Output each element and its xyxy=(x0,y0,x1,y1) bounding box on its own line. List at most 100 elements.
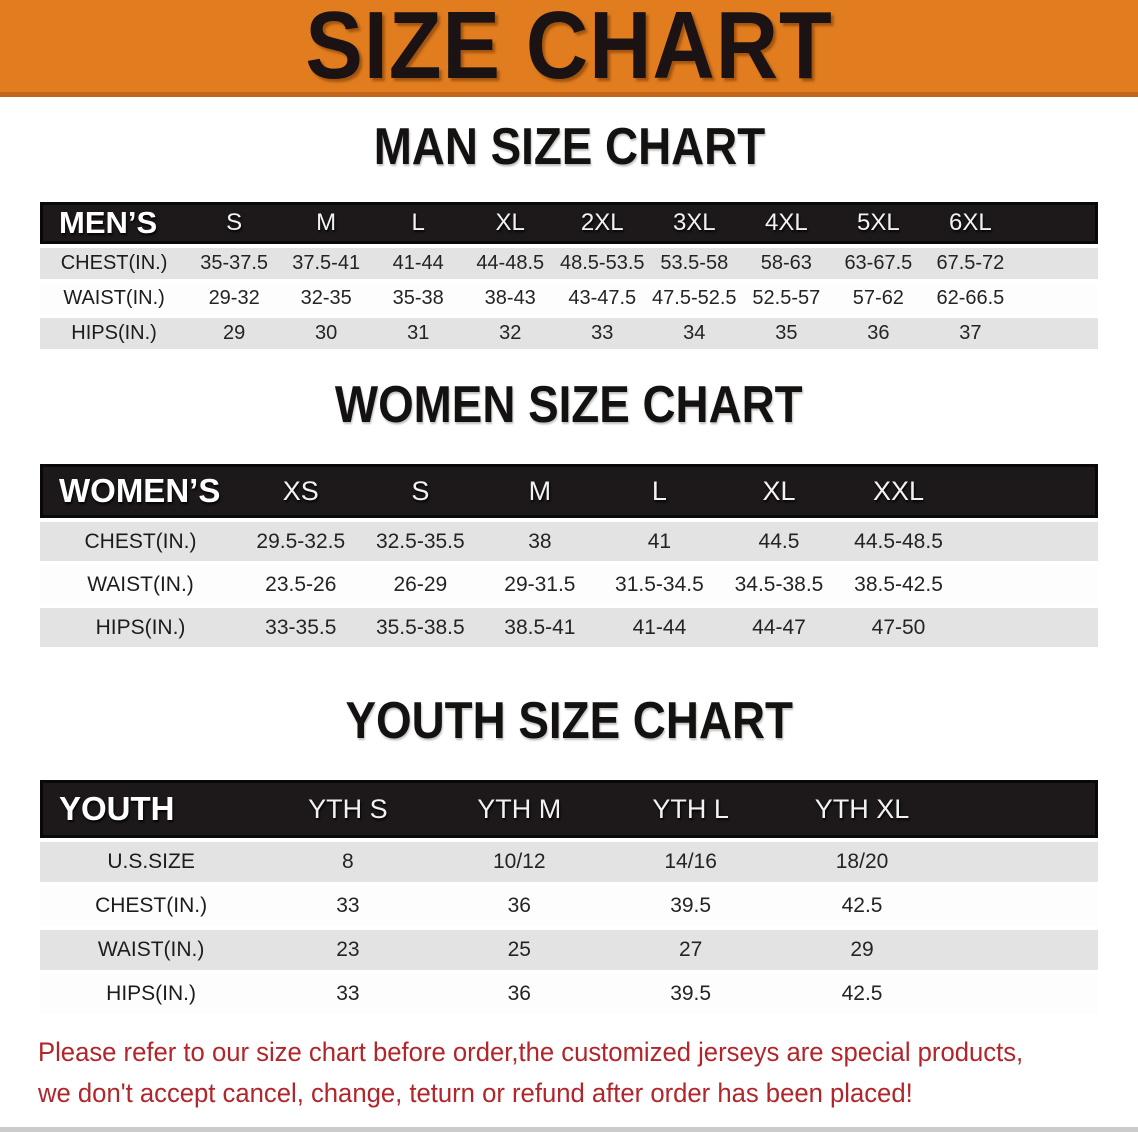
size-value-cell: 52.5-57 xyxy=(740,283,833,314)
row-label-cell: CHEST(IN.) xyxy=(40,248,189,279)
size-value-cell: 37.5-41 xyxy=(280,248,373,279)
row-label-cell: WAIST(IN.) xyxy=(40,283,189,314)
size-value-cell: 39.5 xyxy=(604,886,777,926)
size-value-cell: 8 xyxy=(262,842,434,882)
women-size-table: WOMEN’S XS S M L XL XXL CHEST(IN.) 29.5-… xyxy=(40,460,1098,651)
column-header-cell: 2XL xyxy=(556,202,649,244)
spacer-cell xyxy=(1016,283,1098,314)
table-row: WAIST(IN.) 29-32 32-35 35-38 38-43 43-47… xyxy=(40,283,1098,314)
size-value-cell: 44.5-48.5 xyxy=(838,522,959,561)
youth-section: YOUTH SIZE CHART xyxy=(0,692,1138,758)
man-section-title: MAN SIZE CHART xyxy=(373,118,765,176)
size-value-cell: 29 xyxy=(776,930,948,970)
size-value-cell: 14/16 xyxy=(604,842,777,882)
size-value-cell: 32.5-35.5 xyxy=(360,522,481,561)
table-row: CHEST(IN.) 33 36 39.5 42.5 xyxy=(40,886,1098,926)
size-value-cell: 48.5-53.5 xyxy=(556,248,649,279)
spacer-cell xyxy=(1016,318,1098,349)
size-value-cell: 29 xyxy=(188,318,281,349)
banner-title: SIZE CHART xyxy=(305,0,833,99)
column-header-cell: YTH XL xyxy=(776,780,948,838)
row-label-cell: WAIST(IN.) xyxy=(40,565,242,604)
column-header-cell: M xyxy=(280,202,373,244)
size-value-cell: 33 xyxy=(556,318,649,349)
size-value-cell: 38.5-41 xyxy=(480,608,600,647)
size-value-cell: 29.5-32.5 xyxy=(241,522,361,561)
size-value-cell: 62-66.5 xyxy=(924,283,1017,314)
table-row: WAIST(IN.) 23.5-26 26-29 29-31.5 31.5-34… xyxy=(40,565,1098,604)
column-header-cell: YTH S xyxy=(262,780,434,838)
row-label-cell: HIPS(IN.) xyxy=(40,318,189,349)
size-value-cell: 32 xyxy=(464,318,557,349)
spacer-cell xyxy=(958,464,1098,518)
column-header-cell: 5XL xyxy=(832,202,925,244)
column-header-cell: S xyxy=(360,464,481,518)
youth-table-title-cell: YOUTH xyxy=(40,780,263,838)
column-header-cell: XL xyxy=(719,464,839,518)
size-value-cell: 27 xyxy=(604,930,777,970)
column-header-cell: M xyxy=(480,464,600,518)
column-header-cell: S xyxy=(188,202,281,244)
size-value-cell: 41-44 xyxy=(372,248,465,279)
size-value-cell: 57-62 xyxy=(832,283,925,314)
size-value-cell: 42.5 xyxy=(776,974,948,1014)
table-header-row: WOMEN’S XS S M L XL XXL xyxy=(40,464,1098,518)
table-row: HIPS(IN.) 33-35.5 35.5-38.5 38.5-41 41-4… xyxy=(40,608,1098,647)
size-value-cell: 37 xyxy=(924,318,1017,349)
table-row: HIPS(IN.) 33 36 39.5 42.5 xyxy=(40,974,1098,1014)
size-value-cell: 29-32 xyxy=(188,283,281,314)
size-value-cell: 36 xyxy=(433,886,605,926)
men-size-table: MEN’S S M L XL 2XL 3XL 4XL 5XL 6XL CHEST… xyxy=(40,198,1098,353)
youth-section-title: YOUTH SIZE CHART xyxy=(345,692,793,750)
size-value-cell: 26-29 xyxy=(360,565,481,604)
size-value-cell: 23 xyxy=(262,930,434,970)
size-value-cell: 38.5-42.5 xyxy=(838,565,959,604)
spacer-cell xyxy=(947,780,1098,838)
row-label-cell: CHEST(IN.) xyxy=(40,522,242,561)
size-value-cell: 18/20 xyxy=(776,842,948,882)
spacer-cell xyxy=(947,886,1098,926)
size-value-cell: 63-67.5 xyxy=(832,248,925,279)
size-value-cell: 32-35 xyxy=(280,283,373,314)
size-value-cell: 38-43 xyxy=(464,283,557,314)
row-label-cell: CHEST(IN.) xyxy=(40,886,263,926)
size-value-cell: 44-48.5 xyxy=(464,248,557,279)
size-value-cell: 31.5-34.5 xyxy=(599,565,720,604)
row-label-cell: WAIST(IN.) xyxy=(40,930,263,970)
spacer-cell xyxy=(947,930,1098,970)
spacer-cell xyxy=(958,522,1098,561)
size-value-cell: 43-47.5 xyxy=(556,283,649,314)
size-value-cell: 36 xyxy=(832,318,925,349)
size-value-cell: 33 xyxy=(262,886,434,926)
disclaimer-line-2: we don't accept cancel, change, teturn o… xyxy=(38,1078,913,1108)
spacer-cell xyxy=(958,565,1098,604)
column-header-cell: YTH L xyxy=(604,780,777,838)
table-row: HIPS(IN.) 29 30 31 32 33 34 35 36 37 xyxy=(40,318,1098,349)
row-label-cell: U.S.SIZE xyxy=(40,842,263,882)
size-value-cell: 35 xyxy=(740,318,833,349)
size-value-cell: 25 xyxy=(433,930,605,970)
column-header-cell: YTH M xyxy=(433,780,605,838)
size-value-cell: 39.5 xyxy=(604,974,777,1014)
disclaimer-line-1: Please refer to our size chart before or… xyxy=(38,1037,1024,1067)
women-table-title-cell: WOMEN’S xyxy=(40,464,242,518)
size-value-cell: 34.5-38.5 xyxy=(719,565,839,604)
size-value-cell: 47-50 xyxy=(838,608,959,647)
column-header-cell: XXL xyxy=(838,464,959,518)
size-value-cell: 35-38 xyxy=(372,283,465,314)
size-value-cell: 44-47 xyxy=(719,608,839,647)
column-header-cell: XL xyxy=(464,202,557,244)
men-table-title-cell: MEN’S xyxy=(40,202,189,244)
spacer-cell xyxy=(1016,248,1098,279)
size-value-cell: 10/12 xyxy=(433,842,605,882)
banner: SIZE CHART xyxy=(0,0,1138,97)
table-row: U.S.SIZE 8 10/12 14/16 18/20 xyxy=(40,842,1098,882)
size-value-cell: 41-44 xyxy=(599,608,720,647)
spacer-cell xyxy=(958,608,1098,647)
size-value-cell: 44.5 xyxy=(719,522,839,561)
column-header-cell: L xyxy=(372,202,465,244)
column-header-cell: 6XL xyxy=(924,202,1017,244)
youth-size-table: YOUTH YTH S YTH M YTH L YTH XL U.S.SIZE … xyxy=(40,776,1098,1018)
table-row: CHEST(IN.) 29.5-32.5 32.5-35.5 38 41 44.… xyxy=(40,522,1098,561)
